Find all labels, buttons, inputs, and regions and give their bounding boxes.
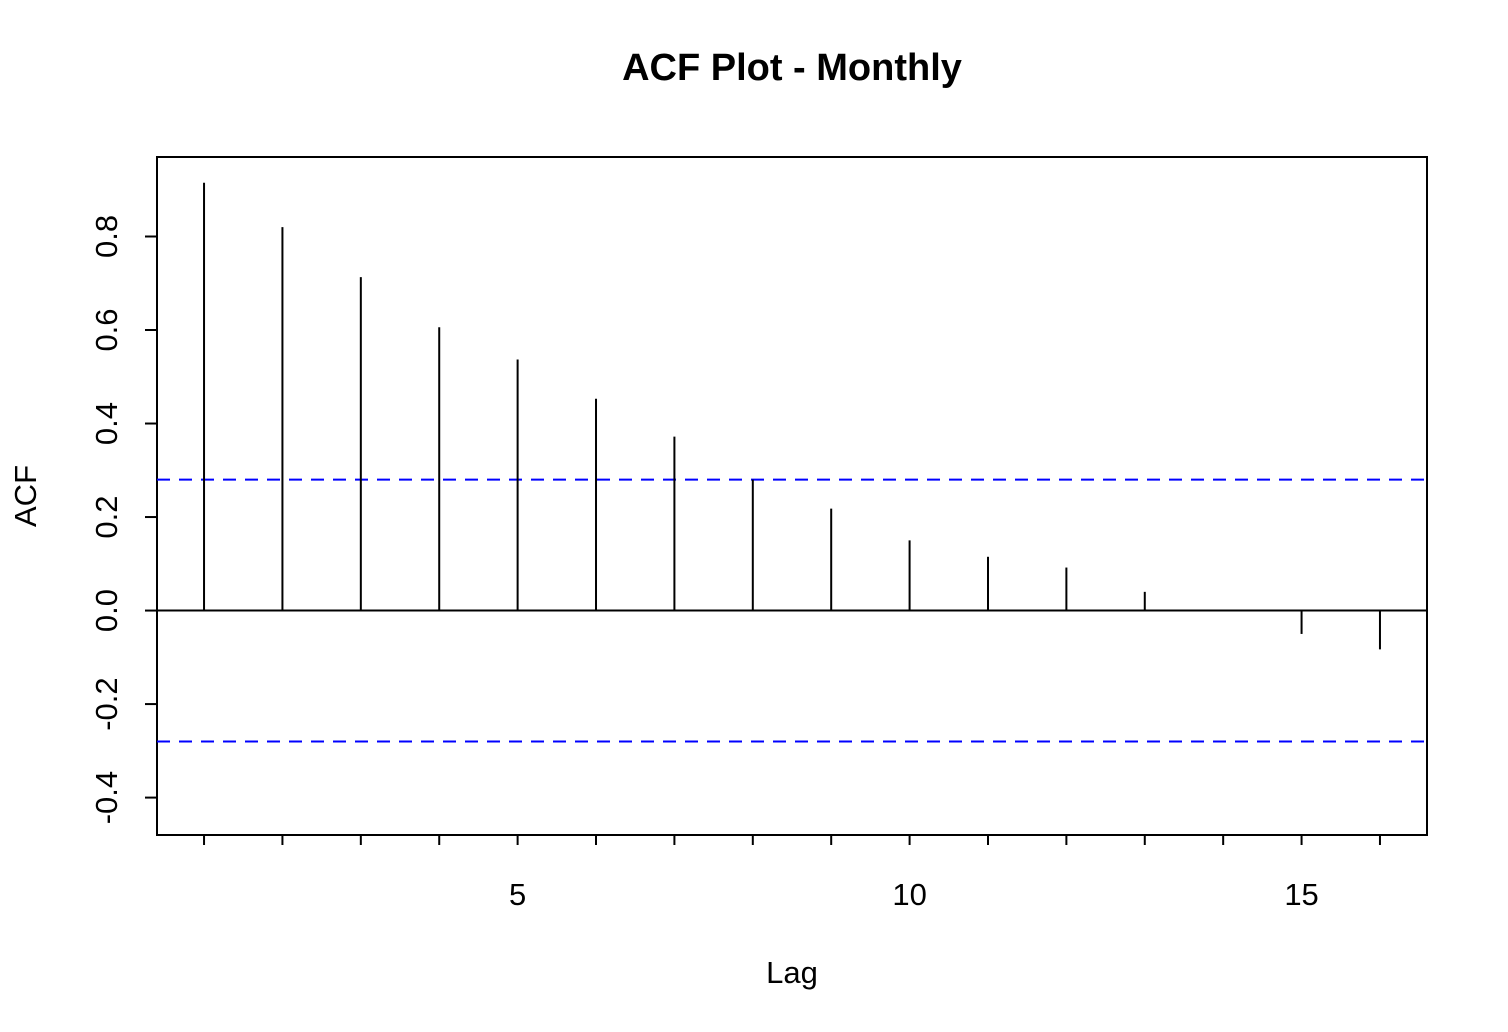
y-tick-label: 0.2 (89, 495, 124, 538)
y-axis: -0.4 -0.2 0.0 0.2 0.4 0.6 0.8 (89, 215, 157, 824)
confidence-bounds (157, 478, 1427, 743)
y-tick-label: 0.6 (89, 308, 124, 351)
x-tick-label: 15 (1284, 877, 1318, 912)
y-axis-label: ACF (8, 465, 43, 527)
x-axis: 5 10 15 (203, 835, 1381, 912)
chart-title: ACF Plot - Monthly (622, 47, 962, 89)
acf-spikes (203, 182, 1381, 650)
x-tick-label: 5 (509, 877, 526, 912)
x-axis-label: Lag (766, 955, 818, 990)
y-tick-label: -0.4 (89, 771, 124, 824)
y-tick-label: 0.8 (89, 215, 124, 258)
plot-frame (156, 156, 1428, 836)
x-tick-label: 10 (892, 877, 926, 912)
y-tick-label: -0.2 (89, 677, 124, 730)
y-tick-label: 0.0 (89, 589, 124, 632)
y-tick-label: 0.4 (89, 402, 124, 445)
